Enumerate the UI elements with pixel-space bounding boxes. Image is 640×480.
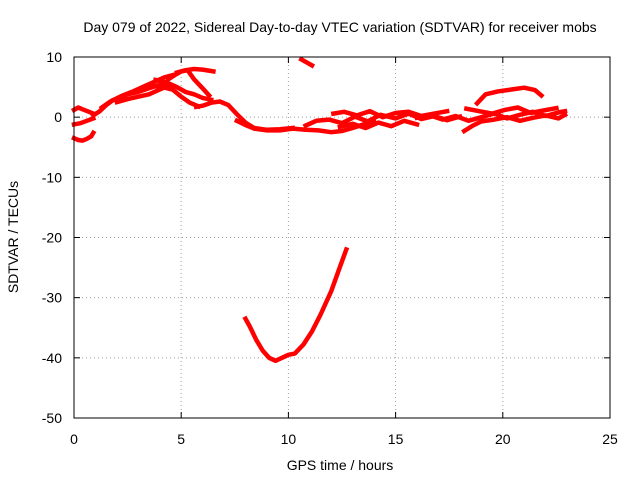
x-tick-label: 0 [70, 431, 78, 447]
series-arc-12 [233, 117, 377, 135]
series-arc-21 [473, 85, 545, 107]
x-tick-label: 5 [177, 431, 185, 447]
series-arc-2 [71, 115, 97, 128]
series-arc-19 [461, 111, 569, 135]
y-tick-label: -20 [42, 230, 62, 246]
chart-title: Day 079 of 2022, Sidereal Day-to-day VTE… [83, 19, 596, 35]
y-tick-label: -10 [42, 169, 62, 185]
series-arc-17 [337, 118, 420, 131]
x-tick-label: 25 [602, 431, 618, 447]
y-tick-label: -30 [42, 290, 62, 306]
series-arc-13 [298, 56, 316, 69]
axis-ticks: 0 5 10 15 20 25 -50 -40 -30 -20 -10 0 10 [42, 49, 618, 447]
series-arc-9 [148, 83, 202, 110]
y-tick-label: -40 [42, 350, 62, 366]
y-tick-label: -50 [42, 410, 62, 426]
x-tick-label: 10 [281, 431, 297, 447]
x-axis-label: GPS time / hours [287, 457, 394, 473]
y-tick-label: 10 [46, 49, 62, 65]
y-tick-label: 0 [54, 109, 62, 125]
y-axis-label: SDTVAR / TECUs [5, 181, 21, 293]
series-layer [70, 56, 569, 364]
x-tick-label: 15 [388, 431, 404, 447]
series-arc-3 [70, 105, 97, 117]
series-arc-14 [242, 246, 350, 364]
series-arc-8 [152, 77, 214, 103]
series-arc-1 [71, 129, 97, 143]
series-arc-20 [463, 105, 560, 116]
series-arc-10 [174, 66, 216, 76]
x-tick-label: 20 [495, 431, 511, 447]
series-arc-5 [98, 72, 176, 111]
